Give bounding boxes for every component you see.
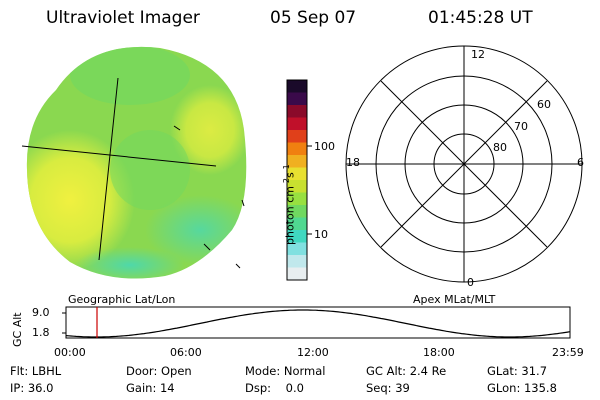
colorbar-swatch xyxy=(287,205,307,218)
colorbar-swatch xyxy=(287,155,307,168)
altitude-plot xyxy=(62,306,571,339)
date-label: 05 Sep 07 xyxy=(270,8,357,28)
colorbar-swatch xyxy=(287,167,307,181)
mlt-label-0: 0 xyxy=(467,276,474,289)
mlat-label-60: 60 xyxy=(537,98,551,111)
app-title: Ultraviolet Imager xyxy=(46,8,200,28)
altitude-ymin: 1.8 xyxy=(32,326,50,339)
info-door: Door: Open xyxy=(126,364,192,378)
info-gcalt: GC Alt: 2.4 Re xyxy=(366,364,447,378)
info-glon: GLon: 135.8 xyxy=(487,381,557,395)
mlt-label-18: 18 xyxy=(346,156,360,169)
colorbar-swatch xyxy=(287,267,307,281)
mlat-label-70: 70 xyxy=(514,120,528,133)
info-flt: Flt: LBHL xyxy=(10,364,62,378)
latitude-line xyxy=(21,145,217,167)
colorbar-swatch xyxy=(287,192,307,206)
info-dsp: Dsp: 0.0 xyxy=(245,381,304,395)
colorbar-tick-10: 10 xyxy=(314,228,328,241)
colorbar-tick-100: 100 xyxy=(314,140,335,153)
geographic-label: Geographic Lat/Lon xyxy=(68,293,176,306)
polar-plot xyxy=(345,45,583,283)
colorbar-ticks xyxy=(307,145,312,235)
altitude-curve xyxy=(65,309,571,338)
colorbar-swatch xyxy=(287,92,307,106)
xtick-3: 18:00 xyxy=(423,346,455,359)
info-mode: Mode: Normal xyxy=(245,364,326,378)
colorbar-swatch xyxy=(287,117,307,131)
longitude-line xyxy=(98,77,119,261)
info-glat: GLat: 31.7 xyxy=(487,364,548,378)
mlat-label-80: 80 xyxy=(493,141,507,154)
info-seq: Seq: 39 xyxy=(366,381,410,395)
colorbar-swatch xyxy=(287,130,307,143)
colorbar xyxy=(286,79,308,281)
time-label: 01:45:28 UT xyxy=(428,8,533,28)
info-gain: Gain: 14 xyxy=(126,381,175,395)
info-ip: IP: 36.0 xyxy=(10,381,54,395)
colorbar-swatch xyxy=(287,217,307,231)
colorbar-swatch xyxy=(287,142,307,156)
colorbar-swatch xyxy=(287,80,307,93)
altitude-ymax: 9.0 xyxy=(32,306,50,319)
xtick-1: 06:00 xyxy=(170,346,202,359)
mlt-label-6: 6 xyxy=(577,156,584,169)
colorbar-swatch xyxy=(287,105,307,118)
altitude-ylabel: GC Alt xyxy=(11,312,24,347)
xtick-0: 00:00 xyxy=(54,346,86,359)
mlt-label-12: 12 xyxy=(471,48,485,61)
colorbar-swatch xyxy=(287,230,307,243)
xtick-4: 23:59 xyxy=(552,346,584,359)
colorbar-swatch xyxy=(287,180,307,193)
colorbar-swatch xyxy=(287,255,307,268)
xtick-2: 12:00 xyxy=(297,346,329,359)
colorbar-swatch xyxy=(287,242,307,256)
apex-label: Apex MLat/MLT xyxy=(413,293,496,306)
uv-disc-image xyxy=(21,46,247,279)
colorbar-unit-label: photon cm-2s-1 xyxy=(282,164,297,245)
